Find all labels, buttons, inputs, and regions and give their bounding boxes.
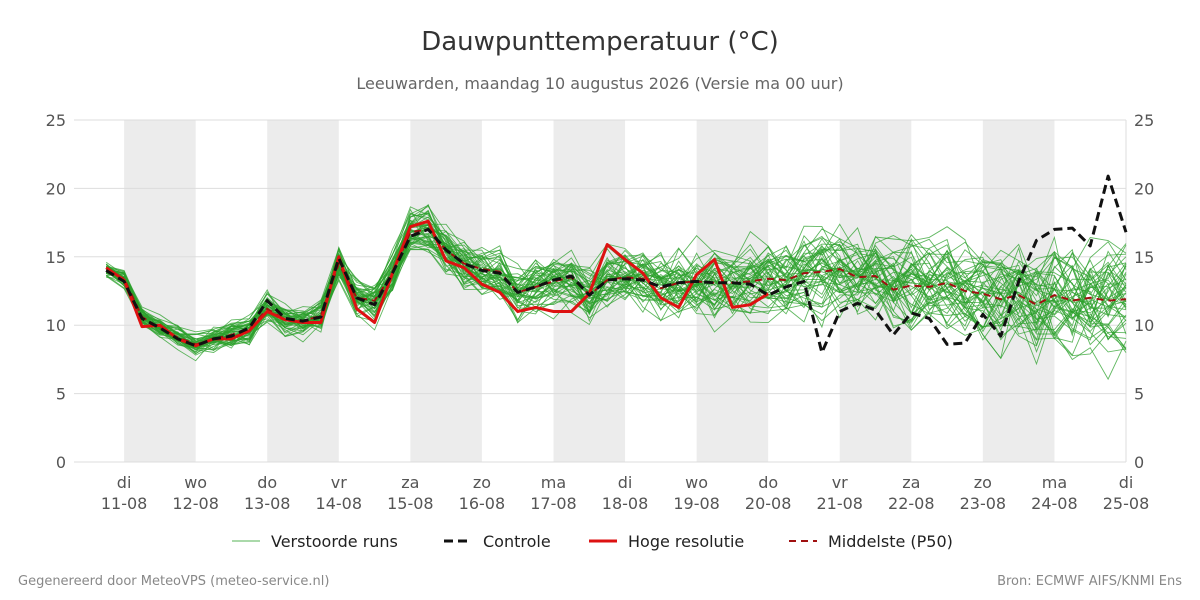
y-tick-label-left: 5 [56, 385, 66, 404]
x-axis-ticks: di 11-08 wo 12-08 do 13-08 vr 14-08 za 15-08 zo 16-… [101, 473, 1149, 513]
x-tick-day: zo [974, 473, 992, 492]
x-tick-day: do [758, 473, 778, 492]
ensemble-member-line [105, 203, 1127, 350]
chart-title: Dauwpunttemperatuur (°C) [421, 27, 779, 57]
x-tick-date: 25-08 [1103, 494, 1150, 513]
legend-label-ensemble: Verstoorde runs [271, 532, 398, 551]
y-axis-ticks: 0 0 5 5 10 10 15 15 20 20 25 25 [46, 111, 1155, 472]
ensemble-member-line [106, 225, 1127, 347]
x-tick-date: 20-08 [745, 494, 792, 513]
y-tick-label-right: 15 [1134, 248, 1154, 267]
controle-line [105, 174, 1128, 355]
x-tick-day: ma [541, 473, 566, 492]
legend-label-p50: Middelste (P50) [828, 532, 953, 551]
y-tick-label-right: 0 [1134, 453, 1144, 472]
x-tick-day: za [902, 473, 920, 492]
x-tick-date: 14-08 [316, 494, 363, 513]
y-tick-label-right: 10 [1134, 316, 1154, 335]
x-tick-day: ma [1042, 473, 1067, 492]
y-tick-label-left: 10 [46, 316, 66, 335]
y-tick-label-left: 25 [46, 111, 66, 130]
y-tick-label-left: 15 [46, 248, 66, 267]
chart-subtitle: Leeuwarden, maandag 10 augustus 2026 (Ve… [356, 74, 843, 93]
ensemble-member-line [105, 237, 1127, 381]
shaded-day-band [410, 120, 482, 462]
x-tick-day: wo [685, 473, 708, 492]
x-tick-day: zo [473, 473, 491, 492]
ensemble-member-line [106, 227, 1127, 345]
footer-credit: Gegenereerd door MeteoVPS (meteo-service… [18, 574, 329, 589]
y-tick-label-right: 25 [1134, 111, 1154, 130]
x-tick-date: 17-08 [530, 494, 577, 513]
y-tick-label-left: 20 [46, 179, 66, 198]
footer-source: Bron: ECMWF AIFS/KNMI Ens [997, 574, 1182, 589]
x-tick-day: do [257, 473, 277, 492]
main-series-lines [105, 174, 1128, 355]
y-tick-label-right: 5 [1134, 385, 1144, 404]
x-tick-date: 11-08 [101, 494, 148, 513]
x-tick-day: za [401, 473, 419, 492]
x-tick-day: vr [832, 473, 848, 492]
x-tick-day: di [1119, 473, 1134, 492]
y-tick-label-right: 20 [1134, 179, 1154, 198]
x-tick-date: 12-08 [172, 494, 219, 513]
x-tick-date: 15-08 [387, 494, 434, 513]
x-tick-date: 19-08 [673, 494, 720, 513]
x-tick-date: 22-08 [888, 494, 935, 513]
x-tick-date: 18-08 [602, 494, 649, 513]
x-tick-day: di [117, 473, 132, 492]
y-tick-label-left: 0 [56, 453, 66, 472]
legend-label-controle: Controle [483, 532, 551, 551]
x-tick-date: 24-08 [1031, 494, 1078, 513]
legend: Verstoorde runs Controle Hoge resolutie … [232, 532, 953, 551]
x-tick-date: 16-08 [459, 494, 506, 513]
x-tick-day: vr [331, 473, 347, 492]
x-tick-day: di [618, 473, 633, 492]
ensemble-member-line [106, 213, 1127, 349]
x-tick-date: 13-08 [244, 494, 291, 513]
x-tick-day: wo [184, 473, 207, 492]
legend-label-hoge-resolutie: Hoge resolutie [628, 532, 744, 551]
x-tick-date: 23-08 [960, 494, 1007, 513]
x-tick-date: 21-08 [816, 494, 863, 513]
shaded-day-band [124, 120, 196, 462]
